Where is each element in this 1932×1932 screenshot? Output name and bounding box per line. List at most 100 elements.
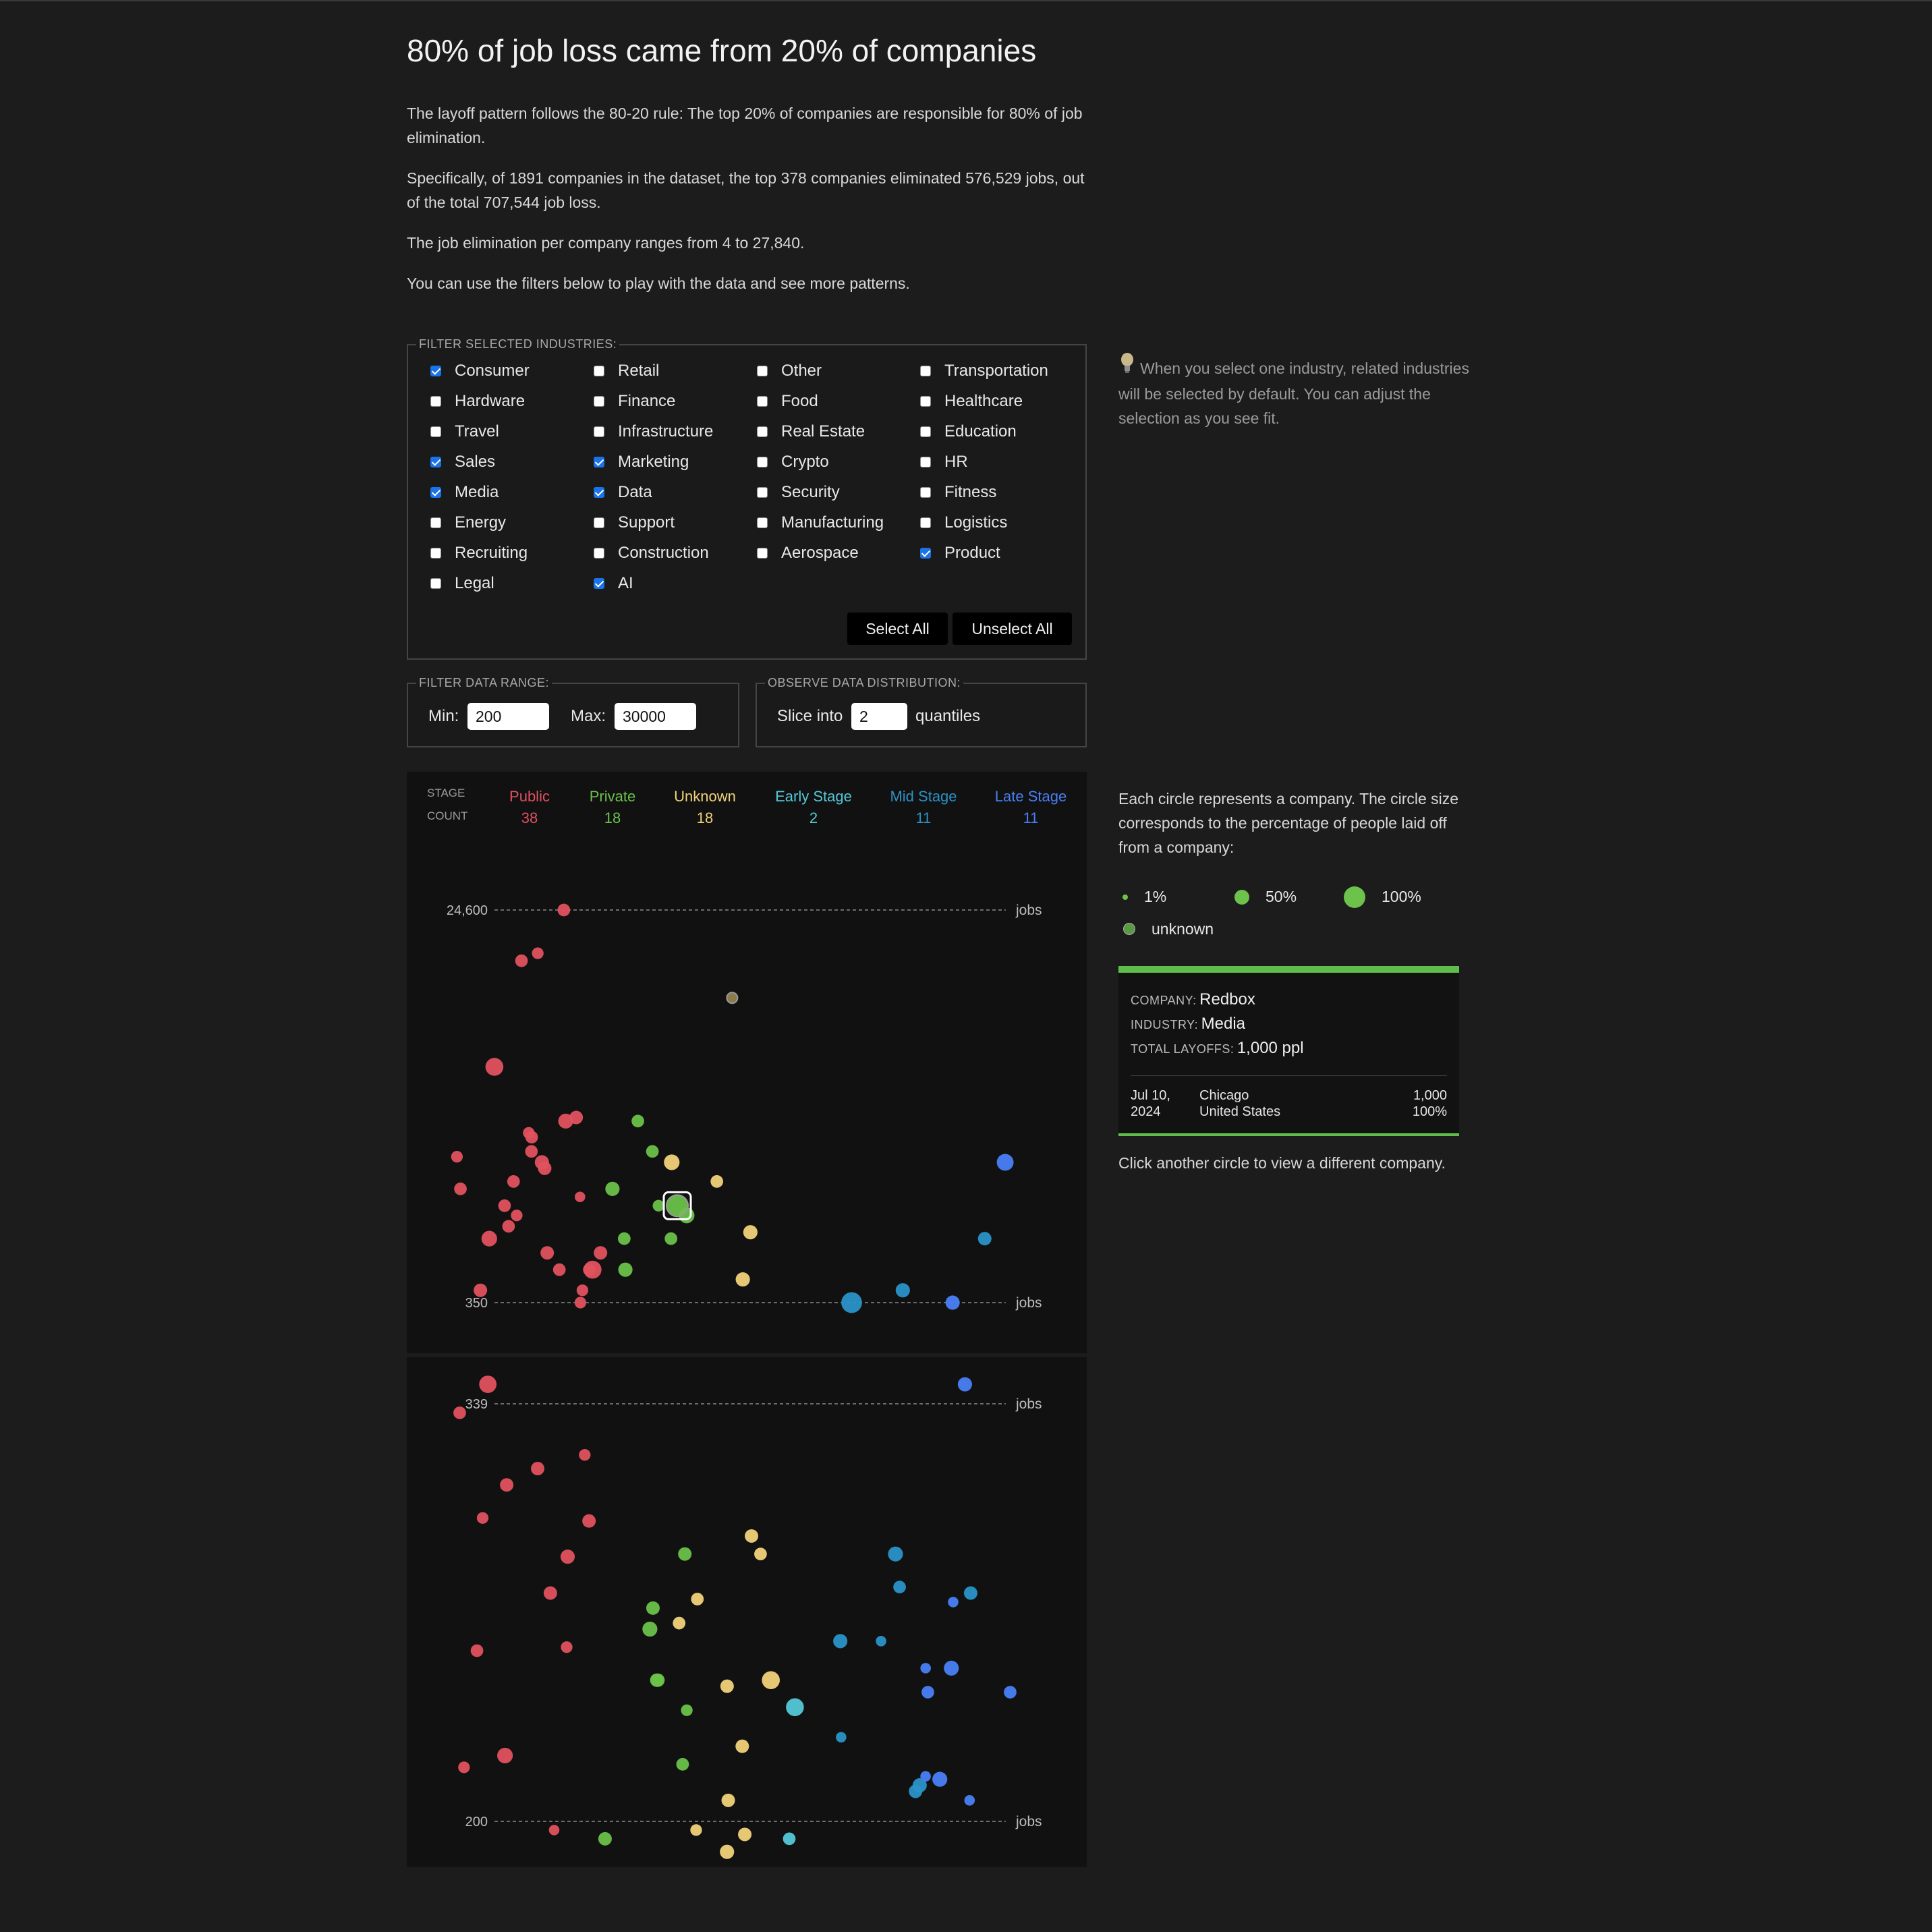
checkbox-icon[interactable] [920, 487, 931, 498]
industry-checkbox-finance[interactable]: Finance [594, 392, 675, 411]
company-circle[interactable] [652, 1199, 664, 1212]
quantile-input[interactable]: 2 [851, 703, 907, 730]
industry-checkbox-legal[interactable]: Legal [430, 574, 494, 593]
industry-checkbox-education[interactable]: Education [920, 422, 1017, 441]
min-input[interactable]: 200 [467, 703, 549, 730]
company-circle[interactable] [895, 1283, 910, 1298]
company-circle[interactable] [543, 1586, 557, 1600]
checkbox-icon[interactable] [430, 578, 441, 589]
checkbox-icon[interactable] [757, 548, 768, 559]
industry-checkbox-retail[interactable]: Retail [594, 362, 659, 380]
company-circle[interactable] [538, 1161, 552, 1175]
company-circle[interactable] [893, 1581, 906, 1594]
company-circle[interactable] [666, 1194, 689, 1218]
company-circle[interactable] [500, 1478, 514, 1492]
company-circle[interactable] [583, 1263, 596, 1276]
checkbox-icon[interactable] [594, 487, 604, 498]
company-circle[interactable] [598, 1831, 612, 1846]
company-circle[interactable] [783, 1832, 796, 1846]
checkbox-icon[interactable] [430, 426, 441, 437]
company-circle[interactable] [720, 1679, 734, 1693]
company-circle[interactable] [507, 1175, 520, 1188]
industry-checkbox-media[interactable]: Media [430, 483, 499, 502]
checkbox-icon[interactable] [757, 457, 768, 467]
industry-checkbox-marketing[interactable]: Marketing [594, 453, 689, 472]
company-circle[interactable] [691, 1593, 704, 1606]
company-circle[interactable] [786, 1698, 804, 1717]
company-circle[interactable] [948, 1597, 959, 1608]
company-circle[interactable] [650, 1673, 664, 1687]
company-circle[interactable] [479, 1375, 497, 1393]
company-circle[interactable] [642, 1621, 658, 1637]
industry-checkbox-data[interactable]: Data [594, 483, 652, 502]
industry-checkbox-consumer[interactable]: Consumer [430, 362, 530, 380]
company-circle[interactable] [957, 1377, 972, 1392]
company-circle[interactable] [678, 1547, 692, 1561]
industry-checkbox-travel[interactable]: Travel [430, 422, 499, 441]
select-all-button[interactable]: Select All [847, 613, 948, 645]
company-circle[interactable] [720, 1844, 735, 1859]
checkbox-icon[interactable] [594, 517, 604, 528]
checkbox-icon[interactable] [594, 426, 604, 437]
company-circle[interactable] [945, 1295, 960, 1310]
company-circle[interactable] [888, 1546, 903, 1562]
company-circle[interactable] [876, 1636, 886, 1647]
company-circle[interactable] [964, 1795, 975, 1806]
company-circle[interactable] [909, 1784, 923, 1798]
company-circle[interactable] [476, 1512, 489, 1524]
company-circle[interactable] [944, 1660, 959, 1676]
industry-checkbox-food[interactable]: Food [757, 392, 818, 411]
industry-checkbox-security[interactable]: Security [757, 483, 840, 502]
company-circle[interactable] [1004, 1686, 1017, 1699]
industry-checkbox-sales[interactable]: Sales [430, 453, 495, 472]
checkbox-icon[interactable] [757, 396, 768, 407]
company-circle[interactable] [738, 1827, 752, 1842]
company-circle[interactable] [532, 947, 544, 959]
checkbox-icon[interactable] [920, 396, 931, 407]
checkbox-icon[interactable] [920, 457, 931, 467]
checkbox-icon[interactable] [430, 457, 441, 467]
company-circle[interactable] [579, 1449, 591, 1461]
company-circle[interactable] [605, 1181, 620, 1196]
industry-checkbox-crypto[interactable]: Crypto [757, 453, 829, 472]
company-circle[interactable] [754, 1547, 767, 1561]
company-circle[interactable] [576, 1284, 589, 1297]
checkbox-icon[interactable] [430, 487, 441, 498]
company-circle[interactable] [558, 1113, 573, 1129]
checkbox-icon[interactable] [920, 426, 931, 437]
company-circle[interactable] [511, 1210, 523, 1222]
industry-checkbox-real-estate[interactable]: Real Estate [757, 422, 865, 441]
company-circle[interactable] [841, 1292, 862, 1313]
company-circle[interactable] [474, 1283, 488, 1297]
company-circle[interactable] [560, 1550, 575, 1564]
industry-checkbox-infrastructure[interactable]: Infrastructure [594, 422, 713, 441]
company-circle[interactable] [664, 1154, 680, 1170]
company-circle[interactable] [552, 1263, 566, 1276]
checkbox-icon[interactable] [594, 578, 604, 589]
company-circle[interactable] [574, 1297, 587, 1309]
industry-checkbox-product[interactable]: Product [920, 544, 1000, 563]
company-circle[interactable] [920, 1771, 931, 1782]
industry-checkbox-other[interactable]: Other [757, 362, 822, 380]
company-circle[interactable] [617, 1232, 631, 1245]
industry-checkbox-healthcare[interactable]: Healthcare [920, 392, 1023, 411]
company-circle[interactable] [963, 1586, 977, 1600]
company-circle[interactable] [531, 1462, 545, 1476]
company-circle[interactable] [932, 1771, 948, 1787]
industry-checkbox-support[interactable]: Support [594, 513, 675, 532]
company-circle[interactable] [664, 1232, 678, 1245]
checkbox-icon[interactable] [920, 548, 931, 559]
company-circle[interactable] [833, 1634, 848, 1649]
company-circle[interactable] [453, 1406, 466, 1419]
checkbox-icon[interactable] [430, 396, 441, 407]
industry-checkbox-energy[interactable]: Energy [430, 513, 506, 532]
industry-checkbox-manufacturing[interactable]: Manufacturing [757, 513, 884, 532]
company-circle[interactable] [502, 1220, 515, 1233]
checkbox-icon[interactable] [594, 396, 604, 407]
company-circle[interactable] [525, 1131, 538, 1144]
company-circle[interactable] [497, 1747, 513, 1764]
company-circle[interactable] [977, 1232, 992, 1246]
company-circle[interactable] [676, 1758, 689, 1771]
company-circle[interactable] [690, 1824, 702, 1836]
company-circle[interactable] [594, 1246, 608, 1260]
